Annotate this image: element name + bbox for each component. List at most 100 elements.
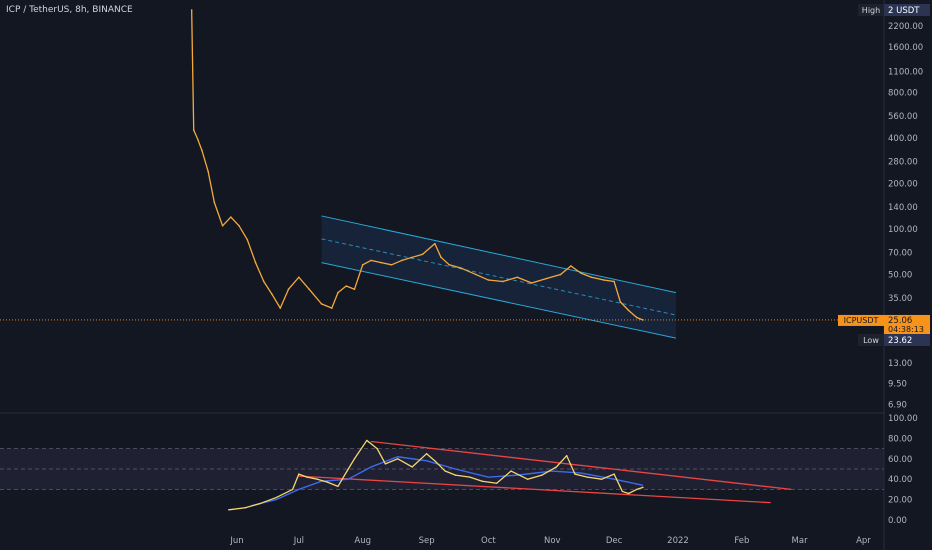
current-badge-value-bg [884,314,930,335]
high-badge-label: High [862,6,880,15]
current-badge-countdown: 04:38:13 [888,325,924,334]
rsi-axis[interactable]: 100.00 80.00 60.00 40.00 20.00 0.00 [888,414,918,526]
price-point [337,291,339,294]
price-point [411,256,413,259]
rsi-tick-label: 20.00 [888,496,912,506]
price-point [287,288,290,291]
rsi-tick-label: 0.00 [888,516,907,526]
rsi-point [574,473,576,475]
rsi-point [384,463,387,465]
rsi-point [244,507,246,509]
price-tick-label: 200.00 [888,179,918,189]
rsi-point [337,485,339,488]
rsi-point [228,509,230,511]
price-axis[interactable]: 2200.00 1600.00 1100.00 800.00 560.00 400.00 2… [888,22,923,411]
rsi-point [526,478,529,480]
rsi-point [366,439,368,442]
price-point [207,170,209,173]
time-tick-label: Jun [229,536,243,546]
rsi-tick-label: 40.00 [888,475,912,485]
rsi-point [353,458,356,460]
rsi-point [642,486,644,489]
price-point [401,259,403,262]
price-tick-label: 9.50 [888,380,907,390]
price-point [192,129,195,131]
time-tick-label: Feb [734,536,749,546]
symbol-title: ICP / TetherUS, 8h, BINANCE [6,5,133,15]
current-badge-value: 25.06 [888,316,912,326]
rsi-point [636,488,638,491]
price-tick-label: 140.00 [888,203,918,213]
price-point [502,280,504,283]
price-point [475,273,477,276]
price-tick-label: 50.00 [888,271,912,281]
price-tick-label: 560.00 [888,112,918,122]
time-tick-label: Oct [481,536,496,546]
price-point [308,288,310,291]
channel-lower-line [321,262,677,339]
rsi-point [469,476,471,478]
low-badge-label: Low [863,336,879,345]
price-point [580,272,582,275]
time-tick-label: Nov [544,536,561,546]
rsi-point [444,470,446,472]
price-point [361,264,364,266]
price-point [345,285,348,287]
price-point [559,273,562,276]
price-point [221,224,224,227]
rsi-point [411,466,413,468]
price-point [370,259,372,262]
rsi-point [316,478,319,480]
rsi-point [613,473,615,475]
time-tick-label: 2022 [667,536,689,546]
price-tick-label: 100.00 [888,225,918,235]
rsi-ma-line [251,456,644,507]
rsi-point [481,480,483,482]
price-point [642,319,644,321]
price-point [254,261,257,264]
time-tick-label: Sep [419,536,435,546]
price-point [613,280,615,283]
price-point [201,149,203,152]
rsi-point [306,476,308,478]
price-tick-label: 400.00 [888,134,918,144]
rsi-triangle-lower [298,475,771,504]
high-badge-value: 2 USDT [888,6,920,16]
price-point [262,280,265,283]
price-point [460,267,463,270]
rsi-point [566,455,568,457]
price-point [330,307,333,309]
time-tick-label: Apr [856,536,871,546]
channel-middle-line [321,238,677,316]
price-tick-label: 1600.00 [888,43,923,53]
rsi-point [275,496,277,499]
price-tick-label: 35.00 [888,294,912,304]
time-axis[interactable]: Jun Jul Aug Sep Oct Nov Dec 2022 Feb Mar Apr [229,536,871,546]
rsi-point [586,476,589,478]
price-point [570,265,572,267]
rsi-point [326,481,329,483]
price-point [421,253,424,256]
rsi-point [454,474,457,476]
price-point [380,261,383,264]
price-point [353,288,356,291]
price-point [246,238,249,241]
price-point [619,301,622,303]
price-point [487,279,490,281]
regression-channel[interactable] [321,215,677,339]
rsi-point [347,468,349,470]
channel-fill [321,215,676,339]
rsi-point [291,488,294,491]
rsi-point [425,453,428,455]
rsi-tick-label: 100.00 [888,414,918,424]
price-point [320,303,323,305]
time-tick-label: Dec [606,536,623,546]
price-tick-label: 280.00 [888,157,918,167]
price-point [279,307,282,309]
price-tick-label: 800.00 [888,88,918,98]
price-point [590,276,593,279]
price-point [635,316,638,319]
price-point [448,264,451,266]
rsi-point [495,482,498,484]
